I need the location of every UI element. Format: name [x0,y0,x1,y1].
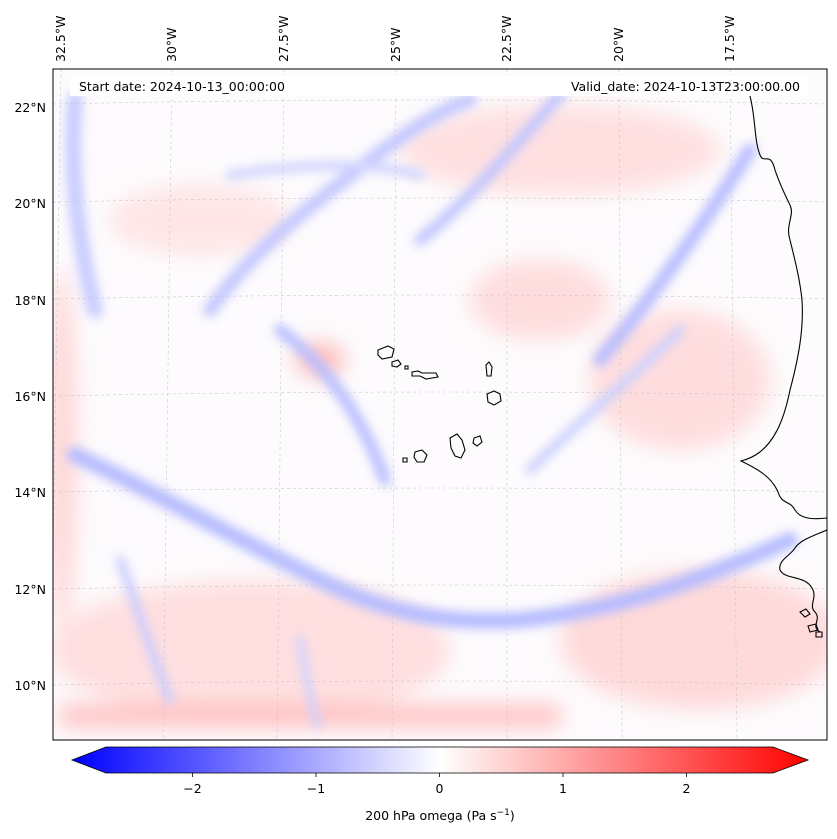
lat-label-18n: 18°N [14,293,46,308]
gridline-lon-20 [618,69,623,740]
gridline-lon-30 [162,69,173,740]
island-sao-nicolau [411,370,439,380]
island-fogo [413,449,428,463]
africa-coastline [739,95,827,520]
island-sal [485,361,493,377]
blue-band-north [225,160,425,180]
colorbar-label-close: ) [510,808,515,823]
red-patch-west-edge [53,270,76,630]
lat-label-16n: 16°N [14,389,46,404]
colorbar: −2 −1 0 1 2 200 hPa omega (Pa s−1) [70,746,810,823]
colorbar-label-sup: −1 [497,808,510,818]
blue-band-south [296,636,322,729]
blue-band-itcz [67,447,798,629]
omega-field [53,89,827,729]
map-panel: Start date: 2024-10-13_00:00:00 Valid_da… [52,68,828,741]
map-frame [52,68,828,741]
blue-band-northeast [414,89,566,246]
island-santiago [449,433,466,459]
colorbar-tick-label: −2 [183,781,201,796]
red-patch-north [400,105,720,195]
lon-label-25w: 25°W [388,27,403,62]
red-patch-east [590,310,770,450]
red-patch-center [470,260,610,340]
colorbar-tick-label: 1 [559,781,567,796]
valid-date-text: Valid_date: 2024-10-13T23:00:00.00 [571,79,800,94]
colorbar-label: 200 hPa omega (Pa s−1) [365,808,515,823]
island-santo-antao [377,345,395,360]
gridline-lat-22 [53,99,827,105]
coastlines [377,95,827,638]
lon-label-22-5w: 22.5°W [499,16,514,62]
colorbar-tick-label: 0 [436,781,444,796]
latitude-labels: 22°N 20°N 18°N 16°N 14°N 12°N 10°N [14,100,46,693]
lon-label-32-5w: 32.5°W [53,16,68,62]
lon-label-20w: 20°W [611,27,626,62]
longitude-labels: 32.5°W 30°W 27.5°W 25°W 22.5°W 20°W 17.5… [53,16,737,62]
gridline-lon-27-5 [276,69,285,740]
gridline-lat-14 [53,487,827,493]
colorbar-tick-label: −1 [307,781,325,796]
gridline-lat-18 [53,294,827,300]
island-maio [472,435,483,447]
blue-band-southwest [115,555,175,705]
colorbar-label-main: 200 hPa omega (Pa s [365,808,496,823]
gridline-lat-20 [53,197,827,203]
negative-omega-bands [65,89,798,729]
red-band-south [60,705,560,727]
gridline-lat-12 [53,584,827,590]
island-sao-vicente [391,359,402,368]
gridline-lon-17-5 [729,69,738,740]
lon-label-27-5w: 27.5°W [276,16,291,62]
start-date-text: Start date: 2024-10-13_00:00:00 [79,79,285,94]
colorbar-tick-label: 2 [683,781,691,796]
lon-label-30w: 30°W [164,27,179,62]
island-boa-vista [486,390,502,406]
colorbar-body [70,746,810,774]
gridline-lat-16 [53,391,827,397]
blue-band-diagonal [274,324,391,486]
blue-band-east [593,143,757,367]
header-banner [70,76,808,96]
island-brava [402,457,408,463]
bijagos-islands [799,608,823,638]
lon-label-17-5w: 17.5°W [722,16,737,62]
blue-band-west [65,92,103,318]
lat-label-20n: 20°N [14,196,46,211]
lat-label-22n: 22°N [14,100,46,115]
red-patch-southwest [53,580,450,720]
red-patch-northwest [110,185,290,255]
lat-label-10n: 10°N [14,678,46,693]
blue-band-east-2 [525,325,685,475]
gridlines [53,69,827,740]
lat-label-12n: 12°N [14,582,46,597]
africa-coastline-south [779,529,827,633]
lat-label-14n: 14°N [14,485,46,500]
gridline-lon-25 [391,69,397,740]
red-patch-southeast [560,570,827,710]
colorbar-ticks: −2 −1 0 1 2 [183,773,691,796]
island-santa-luzia [404,365,409,370]
